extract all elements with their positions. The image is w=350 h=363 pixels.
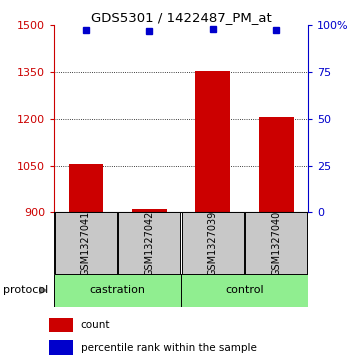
Text: control: control [225, 285, 264, 295]
Text: protocol: protocol [4, 285, 49, 295]
Text: GSM1327039: GSM1327039 [208, 211, 218, 276]
Bar [245, 212, 307, 274]
Bar [49, 318, 73, 332]
Bar [69, 164, 103, 212]
Bar [259, 117, 294, 212]
Bar [132, 209, 167, 212]
Text: count: count [81, 320, 110, 330]
Text: percentile rank within the sample: percentile rank within the sample [81, 343, 257, 352]
Bar [49, 340, 73, 355]
Text: castration: castration [90, 285, 146, 295]
Bar [118, 212, 181, 274]
Text: GSM1327042: GSM1327042 [145, 211, 154, 276]
Text: GSM1327041: GSM1327041 [81, 211, 91, 276]
Title: GDS5301 / 1422487_PM_at: GDS5301 / 1422487_PM_at [91, 11, 272, 24]
Bar [182, 212, 244, 274]
Bar [55, 212, 117, 274]
Text: GSM1327040: GSM1327040 [271, 211, 281, 276]
Bar [195, 70, 230, 212]
